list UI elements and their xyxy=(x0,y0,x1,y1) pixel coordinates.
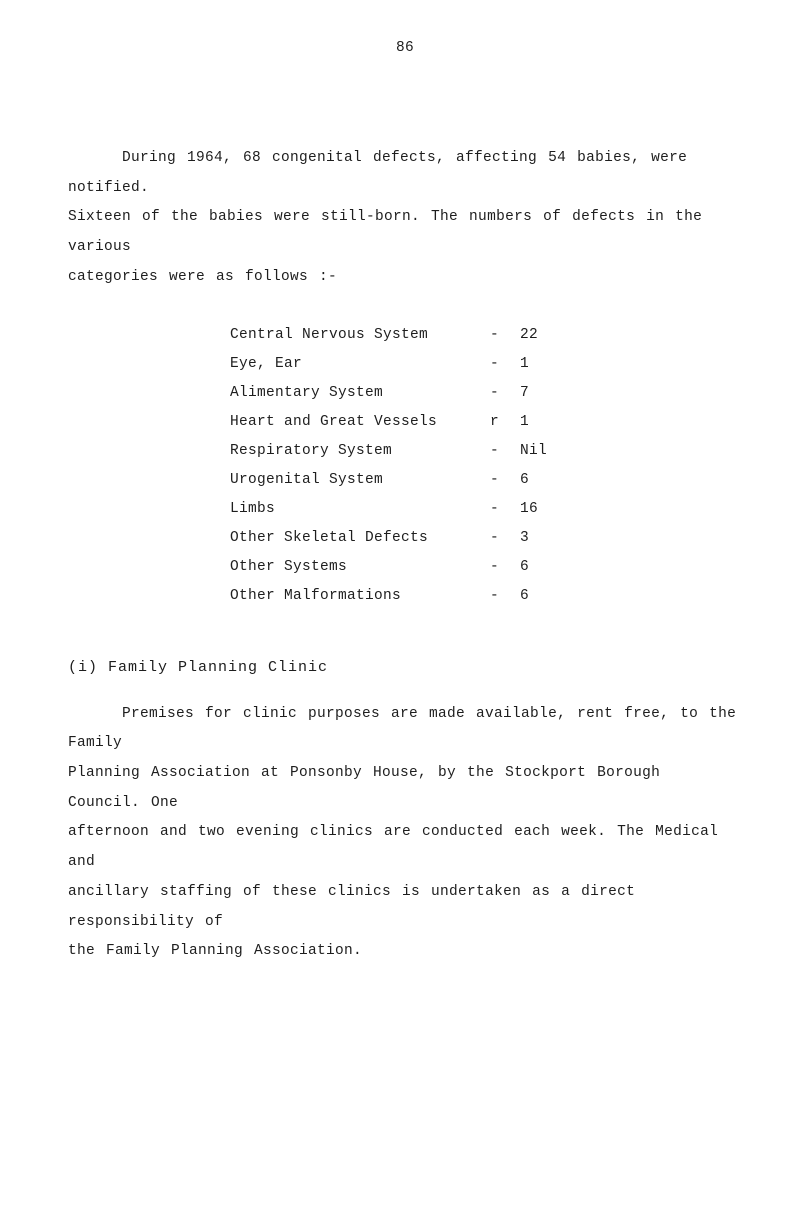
page-number: 86 xyxy=(68,40,742,56)
table-row: Other Skeletal Defects - 3 xyxy=(230,524,742,553)
row-value: 3 xyxy=(520,524,560,553)
row-sep: - xyxy=(490,582,520,611)
table-row: Other Systems - 6 xyxy=(230,553,742,582)
row-label: Central Nervous System xyxy=(230,321,490,350)
body-line-1: Premises for clinic purposes are made av… xyxy=(68,700,742,759)
row-sep: r xyxy=(490,408,520,437)
intro-line-3: categories were as follows :- xyxy=(68,269,337,285)
row-sep: - xyxy=(490,321,520,350)
table-row: Limbs - 16 xyxy=(230,495,742,524)
table-row: Eye, Ear - 1 xyxy=(230,350,742,379)
table-row: Central Nervous System - 22 xyxy=(230,321,742,350)
row-value: 1 xyxy=(520,350,560,379)
body-line-3: afternoon and two evening clinics are co… xyxy=(68,824,718,870)
row-sep: - xyxy=(490,350,520,379)
row-sep: - xyxy=(490,524,520,553)
row-label: Other Skeletal Defects xyxy=(230,524,490,553)
row-label: Other Systems xyxy=(230,553,490,582)
row-value: 6 xyxy=(520,466,560,495)
row-label: Heart and Great Vessels xyxy=(230,408,490,437)
table-row: Respiratory System - Nil xyxy=(230,437,742,466)
row-value: 6 xyxy=(520,582,560,611)
row-label: Limbs xyxy=(230,495,490,524)
row-label: Other Malformations xyxy=(230,582,490,611)
page: 86 During 1964, 68 congenital defects, a… xyxy=(0,0,800,1209)
row-value: Nil xyxy=(520,437,560,466)
row-label: Alimentary System xyxy=(230,379,490,408)
intro-line-2: Sixteen of the babies were still-born. T… xyxy=(68,209,702,255)
table-row: Other Malformations - 6 xyxy=(230,582,742,611)
row-sep: - xyxy=(490,437,520,466)
row-sep: - xyxy=(490,379,520,408)
body-paragraph: Premises for clinic purposes are made av… xyxy=(68,700,742,967)
row-label: Eye, Ear xyxy=(230,350,490,379)
row-value: 6 xyxy=(520,553,560,582)
row-value: 1 xyxy=(520,408,560,437)
row-value: 22 xyxy=(520,321,560,350)
table-row: Heart and Great Vessels r 1 xyxy=(230,408,742,437)
intro-line-1: During 1964, 68 congenital defects, affe… xyxy=(68,144,742,203)
row-value: 16 xyxy=(520,495,560,524)
section-heading: (i) Family Planning Clinic xyxy=(68,659,742,676)
defects-table: Central Nervous System - 22 Eye, Ear - 1… xyxy=(230,321,742,611)
body-line-2: Planning Association at Ponsonby House, … xyxy=(68,765,660,811)
body-line-4: ancillary staffing of these clinics is u… xyxy=(68,884,635,930)
table-row: Urogenital System - 6 xyxy=(230,466,742,495)
row-label: Urogenital System xyxy=(230,466,490,495)
intro-paragraph: During 1964, 68 congenital defects, affe… xyxy=(68,144,742,293)
row-sep: - xyxy=(490,466,520,495)
row-sep: - xyxy=(490,553,520,582)
row-sep: - xyxy=(490,495,520,524)
row-value: 7 xyxy=(520,379,560,408)
row-label: Respiratory System xyxy=(230,437,490,466)
body-line-5: the Family Planning Association. xyxy=(68,943,362,959)
table-row: Alimentary System - 7 xyxy=(230,379,742,408)
